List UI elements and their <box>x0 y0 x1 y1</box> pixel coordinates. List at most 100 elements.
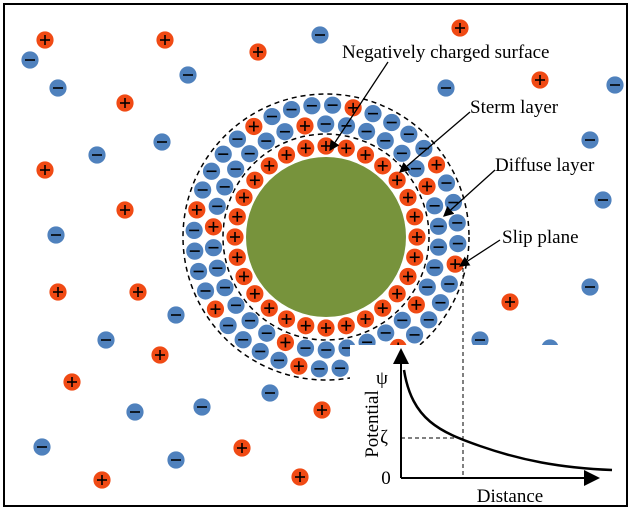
anion <box>282 100 301 119</box>
cation <box>290 467 310 487</box>
anion <box>448 234 468 253</box>
anion <box>439 274 459 294</box>
cation <box>150 345 170 365</box>
anion <box>125 402 145 422</box>
anion <box>376 323 396 343</box>
anion <box>228 129 247 149</box>
cation <box>407 227 427 247</box>
anion <box>310 359 329 379</box>
cation <box>35 30 55 50</box>
cation <box>115 93 135 113</box>
anion <box>196 281 215 301</box>
anion <box>185 241 205 261</box>
anion <box>310 25 330 45</box>
anion <box>419 310 439 330</box>
anion <box>193 180 213 200</box>
anion <box>437 173 456 193</box>
cation <box>427 155 446 175</box>
cation <box>259 156 279 176</box>
anion <box>269 350 289 370</box>
anion <box>429 216 448 236</box>
cation <box>277 145 296 165</box>
cation <box>204 217 223 237</box>
cation <box>417 176 437 196</box>
anion <box>429 237 448 257</box>
anion <box>260 383 280 403</box>
cation <box>227 207 247 227</box>
slip-label: Slip plane <box>502 227 579 248</box>
cation <box>276 333 295 352</box>
anion <box>405 325 424 345</box>
anion <box>96 330 116 350</box>
zero-label: 0 <box>381 468 391 489</box>
anion <box>256 131 276 151</box>
psi-label: ψ <box>376 368 388 389</box>
anion <box>447 213 467 233</box>
cation <box>295 116 315 136</box>
cation <box>387 170 407 190</box>
anion <box>392 143 412 163</box>
cation <box>373 156 393 176</box>
cation <box>35 160 55 180</box>
cation <box>312 400 332 420</box>
anion <box>207 258 227 278</box>
anion <box>375 131 395 151</box>
anion <box>262 107 282 126</box>
cation <box>206 299 225 319</box>
cation <box>245 170 265 190</box>
anion <box>215 177 235 197</box>
cation <box>155 30 175 50</box>
anion <box>87 145 107 165</box>
anion <box>425 258 445 278</box>
cation <box>277 309 296 329</box>
anion <box>257 323 277 343</box>
cation <box>289 356 309 376</box>
anion <box>296 338 315 358</box>
cation <box>387 284 407 304</box>
anion <box>215 278 235 298</box>
graph-axes <box>393 348 600 486</box>
diffuse-label: Diffuse layer <box>495 155 595 176</box>
anion <box>302 96 322 116</box>
anion <box>240 144 260 164</box>
anion <box>240 311 260 331</box>
cation <box>234 267 254 286</box>
cation <box>48 282 68 302</box>
anion <box>425 196 445 216</box>
cation <box>450 18 470 38</box>
anion <box>202 161 221 181</box>
anion <box>46 225 66 245</box>
cation <box>296 316 316 336</box>
cation <box>373 298 393 318</box>
cation <box>245 284 265 304</box>
cation <box>232 438 252 458</box>
anion <box>192 397 212 417</box>
anion <box>330 358 350 378</box>
anion <box>218 316 238 335</box>
cation <box>398 188 418 207</box>
cation <box>500 292 520 312</box>
anion <box>436 78 456 98</box>
anion <box>316 340 336 360</box>
cation <box>316 318 336 338</box>
cation <box>405 247 425 267</box>
cation <box>356 309 375 329</box>
anion <box>406 159 426 179</box>
x-axis-label: Distance <box>477 486 543 507</box>
anion <box>417 277 437 297</box>
anion <box>184 221 204 240</box>
anion <box>605 75 625 95</box>
cation <box>62 372 82 392</box>
particle <box>246 157 406 317</box>
anion <box>32 437 52 457</box>
cation <box>296 138 316 158</box>
anion <box>166 450 186 470</box>
potential-curve <box>402 369 613 472</box>
anion <box>431 293 450 313</box>
anion <box>178 65 198 85</box>
cation <box>227 247 247 267</box>
anion <box>580 130 600 150</box>
anion <box>166 305 186 325</box>
cation <box>225 227 245 247</box>
